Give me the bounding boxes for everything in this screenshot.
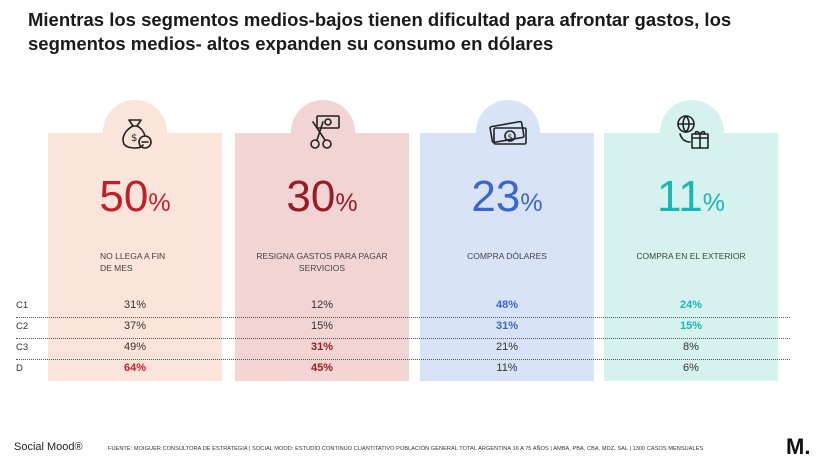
row-label-c3: C3 (16, 342, 29, 353)
table-cell: 15% (679, 320, 703, 332)
card-label-resigna-gastos: RESIGNA GASTOS PARA PAGAR SERVICIOS (256, 251, 388, 273)
brand-name: Social Mood® (14, 441, 83, 453)
page-title: Mientras los segmentos medios-bajos tien… (28, 9, 732, 54)
table-cell: 64% (123, 362, 147, 374)
big-percent-resigna-gastos: 30% (286, 172, 358, 221)
card-label-compra-dolares: COMPRA DÓLARES (467, 251, 547, 261)
row-label-c2: C2 (16, 321, 29, 332)
money-bag-minus-icon: $ (103, 100, 167, 164)
big-percent-compra-exterior: 11% (657, 172, 725, 221)
card-label-no-llega: NO LLEGA A FIN DE MES (100, 251, 166, 273)
row-label-c1: C1 (16, 300, 29, 311)
row-label-d: D (16, 363, 23, 374)
row-divider (16, 317, 790, 318)
banknotes-dollar-icon: $ (476, 100, 540, 164)
table-cell: 6% (683, 362, 699, 374)
stat-card-no-llega (48, 133, 222, 381)
stat-card-compra-dolares (420, 133, 594, 381)
scissors-cut-money-icon (291, 100, 355, 164)
stat-card-compra-exterior (604, 133, 778, 381)
card-label-compra-exterior: COMPRA EN EL EXTERIOR (636, 251, 746, 261)
big-percent-no-llega: 50% (99, 172, 171, 221)
table-cell: 8% (683, 341, 699, 353)
table-cell: 24% (679, 299, 703, 311)
svg-text:$: $ (508, 133, 513, 142)
table-cell: 48% (495, 299, 519, 311)
table-cell: 49% (123, 341, 147, 353)
source-note: FUENTE: MOIGUER CONSULTORA DE ESTRATEGIA… (108, 446, 704, 452)
brand-logo: M. (786, 434, 811, 459)
table-cell: 37% (123, 320, 147, 332)
table-cell: 31% (310, 341, 334, 353)
table-cell: 45% (310, 362, 334, 374)
stat-card-resigna-gastos (235, 133, 409, 381)
globe-gift-icon (660, 100, 724, 164)
table-cell: 31% (123, 299, 147, 311)
table-cell: 31% (495, 320, 519, 332)
table-cell: 21% (495, 341, 519, 353)
svg-text:$: $ (131, 133, 137, 144)
row-divider (16, 338, 790, 339)
big-percent-compra-dolares: 23% (471, 172, 543, 221)
table-cell: 12% (310, 299, 334, 311)
row-divider (16, 359, 790, 360)
table-cell: 11% (496, 362, 518, 374)
table-cell: 15% (310, 320, 334, 332)
